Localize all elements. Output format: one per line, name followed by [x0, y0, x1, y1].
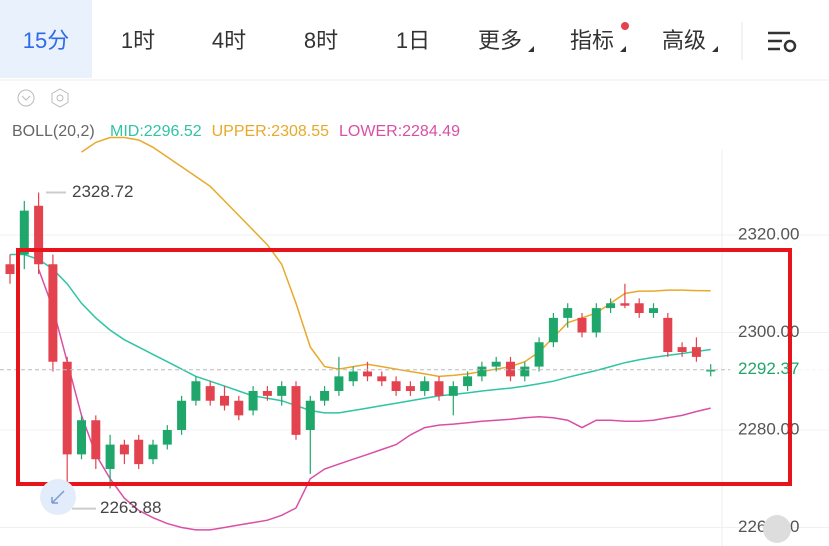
settings-hex-dot — [56, 94, 64, 102]
candle-body — [634, 303, 644, 313]
candle-body — [420, 381, 430, 391]
candle-body — [148, 444, 158, 460]
tab-bar — [0, 0, 829, 80]
active-tab-bg — [0, 0, 92, 78]
indicator-label: BOLL(20,2) — [12, 123, 95, 140]
candle-body — [5, 264, 15, 275]
candle-body — [177, 400, 187, 430]
candle-body — [320, 390, 330, 401]
candle-body — [162, 429, 172, 445]
dropdown-arrows — [528, 46, 718, 52]
candle-body — [191, 381, 201, 401]
candle-body — [334, 376, 344, 391]
candle-body — [706, 369, 716, 372]
candle-body — [77, 420, 86, 455]
candle-body — [591, 308, 601, 333]
candle-body — [248, 390, 258, 411]
candle-body — [119, 444, 129, 455]
legend-entry: MID:2296.52 — [110, 123, 202, 140]
candle-body — [391, 381, 401, 391]
tab[interactable]: 4时 — [212, 28, 246, 53]
tab[interactable]: 更多 — [478, 28, 522, 53]
tab[interactable]: 8时 — [304, 28, 338, 53]
candle-body — [563, 308, 573, 318]
y-tick-label: 2280.00 — [738, 419, 799, 438]
candle-body — [19, 210, 29, 255]
highlight-box — [16, 248, 792, 486]
candle-body — [691, 347, 701, 357]
last-price-label: 2292.37 — [738, 359, 799, 378]
candle-body — [62, 361, 72, 455]
candle-body — [305, 400, 315, 430]
candle-body — [463, 376, 473, 387]
band-line — [81, 136, 711, 378]
high-label: 2328.72 — [72, 182, 133, 201]
candle-body — [262, 390, 272, 396]
candle-body — [405, 386, 415, 391]
candle-body — [663, 317, 673, 352]
candle-body — [105, 444, 115, 469]
tab[interactable]: 1时 — [121, 28, 155, 53]
candle-body — [477, 366, 487, 377]
candle-body — [506, 361, 515, 377]
candle-body — [491, 361, 501, 367]
candle-body — [620, 303, 630, 306]
legend-entry: LOWER:2284.49 — [339, 123, 460, 140]
candle-body — [363, 371, 372, 377]
candle-body — [649, 308, 658, 313]
candle-body — [48, 264, 58, 362]
candle-body — [548, 317, 558, 343]
tab[interactable]: 1日 — [396, 28, 430, 53]
badge-dot — [621, 22, 629, 30]
candle-body — [277, 386, 287, 396]
band-line — [37, 268, 711, 531]
candle-body — [377, 376, 387, 382]
tab[interactable]: 15分 — [23, 28, 69, 53]
collapse-chevron — [21, 95, 31, 101]
low-label: 2263.88 — [100, 498, 161, 517]
candle-body — [348, 371, 358, 382]
collapse-icon[interactable] — [17, 89, 35, 107]
last-price-bg — [730, 357, 829, 382]
settings-icon[interactable] — [768, 31, 797, 53]
candle-body — [534, 342, 544, 367]
candle-body — [291, 386, 301, 435]
candle-body — [205, 386, 215, 401]
candle-body — [577, 317, 587, 333]
candle-body — [91, 420, 101, 460]
legend-entry: UPPER:2308.55 — [212, 123, 330, 140]
candle-body — [220, 395, 229, 406]
candle-body — [34, 205, 44, 265]
candle-body — [134, 439, 144, 465]
tab[interactable]: 指标 — [570, 28, 614, 53]
candle-body — [434, 381, 444, 396]
settings-hex[interactable] — [51, 88, 69, 108]
candle-body — [677, 347, 687, 352]
candle-body — [520, 366, 530, 377]
candle-body — [234, 400, 244, 416]
y-tick-label: 2300.00 — [738, 322, 799, 341]
scroll-button[interactable] — [763, 515, 791, 543]
tab[interactable]: 高级 — [662, 28, 706, 53]
candle-body — [606, 303, 616, 309]
candle-body — [448, 386, 458, 396]
y-tick-label: 2320.00 — [738, 224, 799, 243]
expand-icon — [51, 490, 65, 504]
band-line — [10, 253, 711, 414]
